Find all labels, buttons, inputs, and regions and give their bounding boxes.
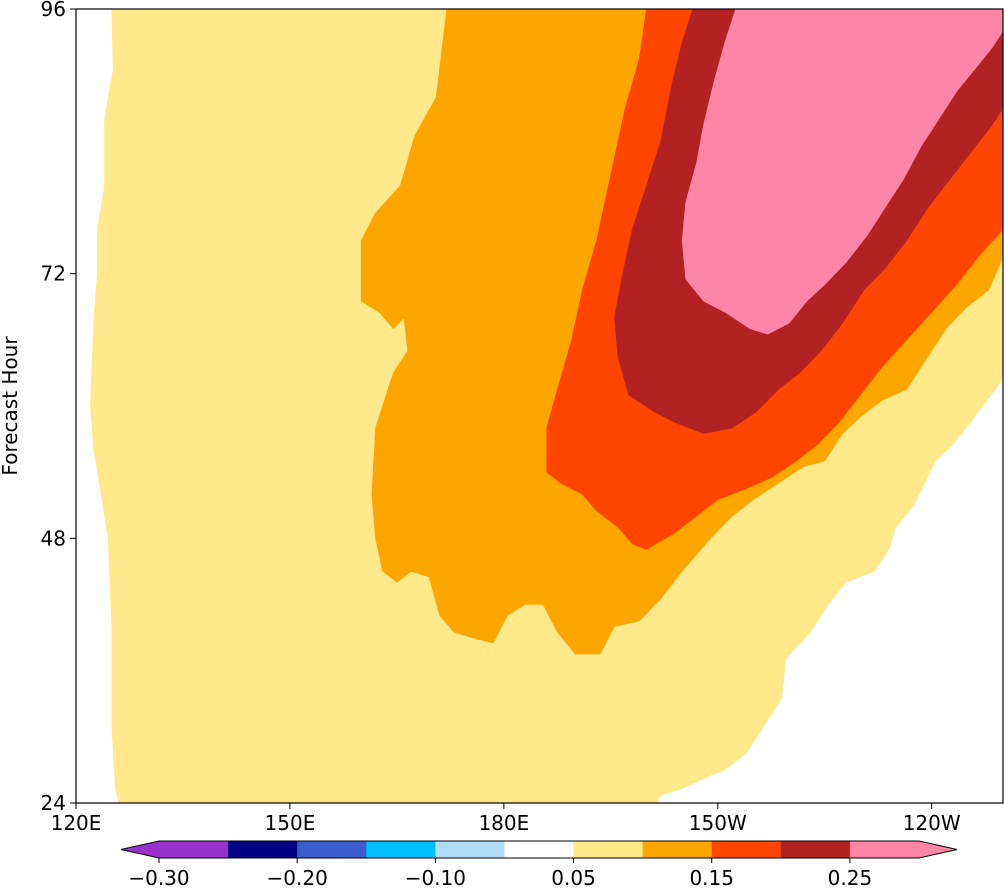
y-tick-label: 24 [41, 791, 66, 815]
colorbar-swatch [297, 841, 367, 858]
x-tick-label: 150E [265, 811, 316, 835]
y-axis: 24 48 72 96 [41, 0, 76, 815]
colorbar-swatch [642, 841, 713, 858]
y-axis-label: Forecast Hour [0, 336, 22, 476]
colorbar-swatch [504, 841, 575, 858]
x-axis: 120E 150E 180E 150W 120W [51, 803, 961, 835]
y-tick-label: 72 [41, 262, 66, 286]
x-tick-label: 180E [478, 811, 529, 835]
colorbar-tick-label: 0.25 [828, 866, 873, 890]
plot-frame [75, 8, 1004, 804]
colorbar-swatch [159, 841, 229, 858]
contour-fills [90, 8, 1004, 804]
colorbar-swatch [228, 841, 298, 858]
colorbar-tick-label: 0.05 [551, 866, 596, 890]
colorbar: −0.30 −0.20 −0.10 0.05 0.15 0.25 [120, 840, 958, 890]
colorbar-swatch [573, 841, 644, 858]
x-tick-label: 120E [51, 811, 102, 835]
colorbar-tick-label: −0.20 [267, 866, 328, 890]
colorbar-swatch [711, 841, 782, 858]
colorbar-swatch [435, 841, 505, 858]
contour-region-5 [681, 8, 1004, 335]
x-tick-label: 120W [903, 811, 961, 835]
colorbar-swatch [849, 841, 920, 858]
y-tick-label: 96 [41, 0, 66, 21]
colorbar-tick-label: −0.30 [128, 866, 189, 890]
x-tick-label: 150W [689, 811, 747, 835]
colorbar-swatch [366, 841, 436, 858]
y-tick-label: 48 [41, 526, 66, 550]
colorbar-tick-label: 0.15 [689, 866, 734, 890]
colorbar-swatch [780, 841, 851, 858]
colorbar-extend-high [919, 841, 957, 858]
colorbar-extend-low [121, 841, 159, 858]
plot-area [75, 8, 1004, 804]
colorbar-tick-label: −0.10 [405, 866, 466, 890]
